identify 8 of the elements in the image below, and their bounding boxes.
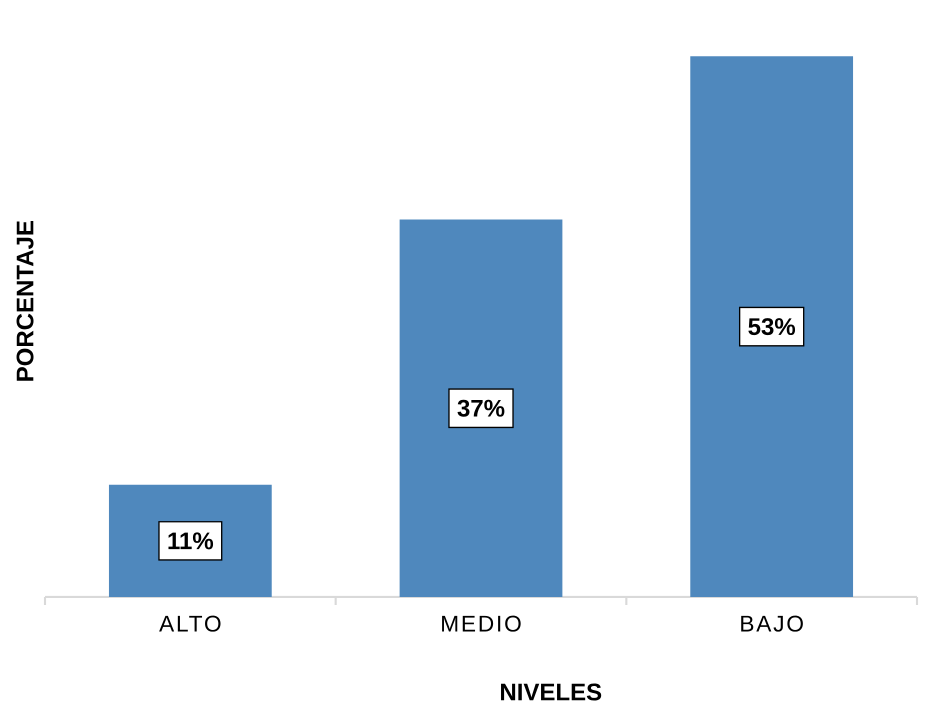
- data-label: 11%: [168, 532, 214, 550]
- x-tick-label: MEDIO: [442, 616, 521, 632]
- x-axis-title: NIVELES: [501, 684, 602, 700]
- y-axis-title: PORCENTAJE: [16, 221, 34, 381]
- x-tick-label: ALTO: [159, 616, 221, 632]
- x-tick-label: BAJO: [741, 616, 803, 632]
- data-label: 37%: [458, 400, 504, 417]
- data-label: 53%: [748, 318, 796, 336]
